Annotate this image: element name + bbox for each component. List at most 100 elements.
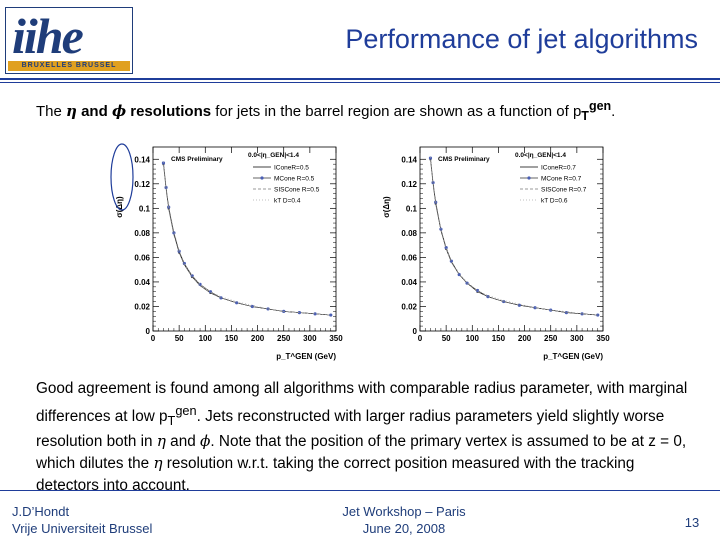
logo-bar — [8, 61, 130, 71]
x-tick-label: 300 — [570, 334, 584, 343]
x-tick-label: 50 — [442, 334, 451, 343]
y-tick-label: 0.14 — [134, 155, 150, 164]
y-tick-label: 0.1 — [139, 204, 151, 213]
legend-label: kT D=0.6 — [541, 198, 568, 205]
footer-rule — [0, 490, 720, 491]
legend-label: SISCone R=0.7 — [541, 187, 587, 194]
x-axis-label: p_T^GEN (GeV) — [276, 352, 336, 361]
body-part: resolution w.r.t. taking the correct pos… — [36, 454, 635, 494]
data-point — [235, 301, 239, 305]
y-tick-label: 0.02 — [401, 302, 417, 311]
data-point — [444, 245, 448, 250]
slide-title: Performance of jet algorithms — [345, 24, 698, 54]
x-tick-label: 150 — [492, 334, 506, 343]
intro-end: . — [611, 103, 616, 120]
body-part: . Note that the position of the primary … — [36, 433, 687, 472]
data-point — [475, 288, 480, 293]
iihe-logo: iihe BRUXELLES BRUSSEL — [5, 7, 133, 74]
legend-label: SISCone R=0.5 — [274, 187, 320, 194]
plot-frame — [152, 146, 337, 332]
footer-event: Jet Workshop – Paris — [342, 504, 466, 519]
logo-subtitle: BRUXELLES BRUSSEL — [21, 62, 117, 69]
resolution-plot-r07: 0 0.02 0.04 0.06 0.08 0.1 0.12 0.14 0 50 100 150 200… — [375, 133, 613, 366]
legend-label: MCone R=0.5 — [274, 176, 315, 183]
y-tick-label: 0 — [413, 327, 418, 336]
intro-text: The η and ϕ resolutions for jets in the … — [36, 99, 615, 123]
footer-author: J.D’Hondt — [12, 504, 70, 519]
body-part: . Jets reconstructed with larger radius … — [36, 407, 665, 451]
y-tick-label: 0.04 — [134, 278, 150, 287]
x-tick-label: 50 — [175, 334, 184, 343]
y-tick-label: 0.08 — [134, 229, 150, 238]
page-number: 13 — [684, 515, 700, 530]
legend-marker — [527, 176, 531, 180]
y-tick-label: 0.12 — [134, 180, 150, 189]
footer-date: June 20, 2008 — [362, 521, 446, 536]
header-rule — [0, 78, 720, 80]
data-point — [329, 313, 333, 317]
x-axis-label: p_T^GEN (GeV) — [543, 352, 603, 361]
phi-symbol: ϕ — [111, 102, 127, 120]
x-tick-label: 250 — [544, 334, 558, 343]
y-tick-label: 0.04 — [401, 278, 417, 287]
x-tick-label: 200 — [518, 334, 532, 343]
intro-and: and — [76, 103, 112, 120]
x-tick-label: 300 — [303, 334, 317, 343]
y-tick-label: 0.06 — [401, 253, 417, 262]
y-axis-label: σ(Δη) — [115, 196, 124, 218]
data-point — [172, 231, 176, 235]
pt-sub: T — [167, 412, 176, 428]
data-point — [161, 161, 166, 165]
resolution-plot-r05-svg: 0 0.02 0.04 0.06 0.08 0.1 0.12 0.14 0 50 100 150 200… — [110, 143, 343, 361]
eta-symbol: η — [66, 102, 77, 120]
legend-label: IConeR=0.5 — [274, 165, 309, 172]
data-point — [313, 312, 317, 316]
y-axis-label: σ(Δη) — [382, 196, 391, 218]
y-tick-label: 0.14 — [401, 155, 417, 164]
intro-resolutions: resolutions — [126, 103, 212, 120]
x-tick-label: 150 — [225, 334, 239, 343]
logo-word: iihe — [12, 8, 84, 64]
eta-region-label: 0.0<|η_GEN|<1.4 — [248, 152, 299, 159]
phi-symbol: ϕ — [199, 432, 211, 451]
data-point — [533, 306, 537, 310]
y-tick-label: 0.08 — [401, 229, 417, 238]
legend-label: MCone R=0.7 — [541, 176, 582, 183]
eta-symbol: η — [153, 453, 163, 472]
y-tick-label: 0.06 — [134, 253, 150, 262]
cms-preliminary-label: CMS Preliminary — [438, 156, 490, 163]
footer-institute: Vrije Universiteit Brussel — [12, 521, 153, 536]
highlight-ellipse — [110, 143, 134, 211]
body-part: Good agreement is found among all algori… — [36, 380, 688, 425]
x-tick-label: 0 — [151, 334, 156, 343]
plot-frame — [419, 146, 604, 332]
y-tick-label: 0 — [146, 327, 151, 336]
data-point — [428, 156, 433, 160]
x-tick-label: 250 — [277, 334, 291, 343]
x-tick-label: 100 — [466, 334, 480, 343]
pt-sub: T — [581, 109, 589, 123]
pt-sup: gen — [175, 402, 197, 418]
data-point — [517, 303, 521, 307]
y-tick-label: 0.1 — [406, 204, 418, 213]
legend-label: IConeR=0.7 — [541, 165, 576, 172]
body-text: Good agreement is found among all algori… — [36, 378, 696, 496]
y-tick-label: 0.12 — [401, 180, 417, 189]
resolution-plot-r07-svg: 0 0.02 0.04 0.06 0.08 0.1 0.12 0.14 0 50 100 150 200… — [382, 146, 610, 361]
x-tick-label: 200 — [251, 334, 265, 343]
x-tick-label: 0 — [418, 334, 423, 343]
body-part: and — [165, 433, 200, 451]
series-line-2 — [163, 165, 331, 316]
legend-marker — [260, 176, 264, 180]
x-tick-label: 350 — [596, 334, 610, 343]
series-line-2 — [430, 160, 598, 316]
eta-region-label: 0.0<|η_GEN|<1.4 — [515, 152, 566, 159]
intro-part: The — [36, 103, 67, 120]
intro-part: for jets in the barrel region are shown … — [211, 103, 582, 120]
eta-symbol: η — [156, 432, 166, 451]
legend-label: kT D=0.4 — [274, 198, 301, 205]
header-rule-thin — [0, 82, 720, 83]
resolution-plot-r05: 0 0.02 0.04 0.06 0.08 0.1 0.12 0.14 0 50 100 150 200… — [108, 133, 346, 366]
data-point — [439, 227, 443, 231]
cms-preliminary-label: CMS Preliminary — [171, 156, 223, 163]
